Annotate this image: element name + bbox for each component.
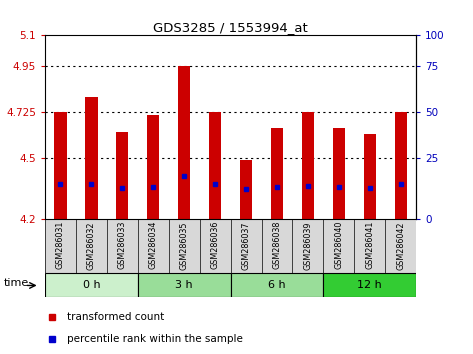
Text: GSM286033: GSM286033 [118,221,127,269]
Bar [324,273,416,297]
Bar [54,112,67,219]
Bar [302,112,314,219]
Text: GSM286040: GSM286040 [334,221,343,269]
Bar [394,112,407,219]
Bar [240,160,252,219]
Text: GSM286036: GSM286036 [210,221,219,269]
Text: GSM286031: GSM286031 [56,221,65,269]
Bar [231,273,324,297]
Text: GSM286034: GSM286034 [149,221,158,269]
Text: 3 h: 3 h [175,280,193,290]
Bar [209,112,221,219]
Bar [364,133,376,219]
Text: 0 h: 0 h [82,280,100,290]
Text: GSM286039: GSM286039 [304,221,313,270]
Text: time: time [4,278,29,288]
Bar [138,273,231,297]
Bar [147,115,159,219]
Text: percentile rank within the sample: percentile rank within the sample [67,334,243,344]
Title: GDS3285 / 1553994_at: GDS3285 / 1553994_at [153,21,308,34]
Text: GSM286037: GSM286037 [242,221,251,270]
Text: GSM286038: GSM286038 [272,221,281,269]
Text: 12 h: 12 h [358,280,382,290]
Bar [178,66,190,219]
Text: transformed count: transformed count [67,312,165,322]
Text: GSM286041: GSM286041 [365,221,374,269]
Text: GSM286042: GSM286042 [396,221,405,270]
Bar [45,273,138,297]
Bar [333,129,345,219]
Text: GSM286032: GSM286032 [87,221,96,270]
Bar [85,97,97,219]
Bar [116,132,129,219]
Text: GSM286035: GSM286035 [180,221,189,270]
Text: 6 h: 6 h [268,280,286,290]
Bar [271,129,283,219]
